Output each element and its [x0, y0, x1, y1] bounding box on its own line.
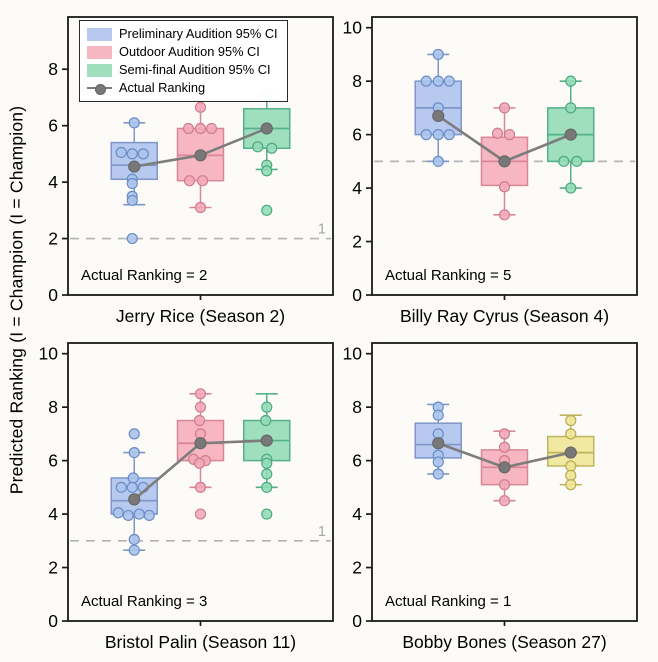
- legend-label: Actual Ranking: [119, 80, 206, 95]
- svg-text:Actual Ranking = 2: Actual Ranking = 2: [81, 267, 207, 284]
- svg-text:4: 4: [48, 504, 58, 524]
- svg-text:1: 1: [318, 524, 326, 540]
- svg-text:6: 6: [352, 125, 362, 145]
- svg-text:0: 0: [352, 611, 362, 631]
- svg-text:4: 4: [352, 178, 362, 198]
- svg-text:8: 8: [48, 397, 58, 417]
- svg-text:2: 2: [48, 229, 58, 249]
- svg-text:Bristol Palin (Season 11): Bristol Palin (Season 11): [105, 632, 296, 652]
- svg-text:0: 0: [48, 611, 58, 631]
- svg-text:Actual Ranking = 1: Actual Ranking = 1: [385, 593, 511, 610]
- svg-text:1: 1: [318, 222, 326, 238]
- svg-text:Jerry Rice (Season 2): Jerry Rice (Season 2): [116, 306, 285, 326]
- semifinal-ci-swatch-icon: [87, 63, 112, 77]
- svg-text:6: 6: [48, 451, 58, 471]
- svg-text:4: 4: [352, 504, 362, 524]
- y-axis-label: Predicted Ranking (I = Champion (I = Cha…: [6, 105, 27, 495]
- svg-text:2: 2: [352, 558, 362, 578]
- legend-label: Preliminary Audition 95% CI: [119, 26, 278, 41]
- svg-text:2: 2: [352, 232, 362, 252]
- svg-text:Bobby Bones (Season 27): Bobby Bones (Season 27): [402, 632, 606, 652]
- svg-text:8: 8: [352, 397, 362, 417]
- svg-text:2: 2: [48, 558, 58, 578]
- svg-text:10: 10: [39, 344, 59, 364]
- outdoor-ci-swatch-icon: [87, 45, 112, 59]
- svg-text:8: 8: [48, 59, 58, 79]
- legend-item-outdoor: Outdoor Audition 95% CI: [87, 44, 278, 60]
- svg-text:0: 0: [48, 285, 58, 305]
- legend-item-actual-ranking: Actual Ranking: [87, 80, 278, 96]
- legend: Preliminary Audition 95% CI Outdoor Audi…: [79, 20, 288, 102]
- svg-text:Actual Ranking = 3: Actual Ranking = 3: [81, 593, 207, 610]
- legend-item-preliminary: Preliminary Audition 95% CI: [87, 26, 278, 42]
- preliminary-ci-swatch-icon: [87, 27, 112, 41]
- legend-label: Semi-final Audition 95% CI: [119, 62, 271, 77]
- svg-text:10: 10: [343, 18, 363, 38]
- svg-text:Actual Ranking = 5: Actual Ranking = 5: [385, 267, 511, 284]
- svg-text:10: 10: [343, 344, 363, 364]
- boxplot-panel-bobby-bones: 0 2 4 6 8 10 Actual Ranking = 1 Bobby Bones (Se…: [343, 342, 638, 652]
- svg-text:8: 8: [352, 71, 362, 91]
- svg-text:Billy Ray Cyrus (Season 4): Billy Ray Cyrus (Season 4): [400, 306, 609, 326]
- svg-text:4: 4: [48, 172, 58, 192]
- boxplot-panel-billy-ray-cyrus: 0 2 4 6 8 10 Actual Ranking = 5 Billy Ray Cyrus…: [343, 16, 638, 326]
- actual-ranking-line-marker-icon: [87, 82, 112, 95]
- svg-text:6: 6: [352, 451, 362, 471]
- svg-text:0: 0: [352, 285, 362, 305]
- svg-text:6: 6: [48, 116, 58, 136]
- legend-item-semifinal: Semi-final Audition 95% CI: [87, 62, 278, 78]
- legend-label: Outdoor Audition 95% CI: [119, 44, 260, 59]
